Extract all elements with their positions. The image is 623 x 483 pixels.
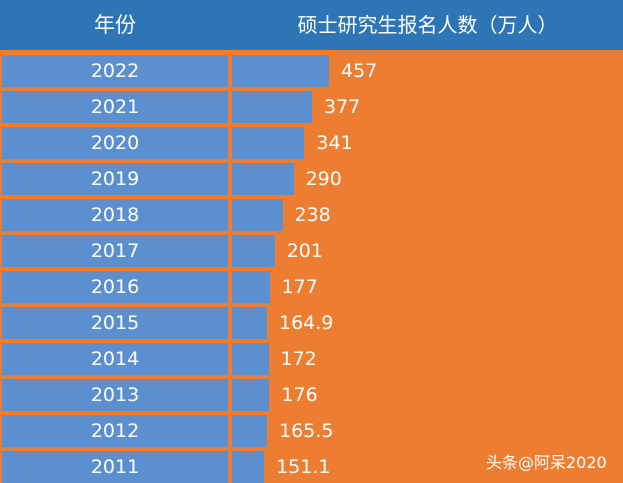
value-label-2019: 290 (305, 168, 342, 190)
year-cell: 2020 (2, 127, 228, 159)
value-label-2017: 201 (286, 240, 323, 262)
bar-2018 (232, 199, 283, 231)
bar-2013 (232, 379, 270, 411)
year-column-header: 年份 (94, 13, 136, 37)
bar-2015 (232, 307, 267, 339)
year-cell: 2012 (2, 415, 228, 447)
year-cell: 2022 (2, 55, 228, 87)
value-label-2016: 177 (281, 276, 318, 298)
year-cell: 2013 (2, 379, 228, 411)
bar-2021 (232, 91, 312, 123)
value-label-2012: 165.5 (279, 420, 334, 442)
bar-2020 (232, 127, 305, 159)
value-label-2022: 457 (341, 60, 378, 82)
watermark: 头条@阿呆2020 (486, 453, 607, 472)
bar-2022 (232, 55, 329, 87)
year-cell: 2018 (2, 199, 228, 231)
year-cell: 2016 (2, 271, 228, 303)
table-header: 年份 硕士研究生报名人数（万人） (0, 0, 623, 50)
bar-2017 (232, 235, 275, 267)
year-cell: 2014 (2, 343, 228, 375)
year-cell: 2011 (2, 451, 228, 483)
bar-2011 (232, 451, 265, 483)
value-label-2014: 172 (280, 348, 317, 370)
value-label-2015: 164.9 (279, 312, 334, 334)
bar-2016 (232, 271, 270, 303)
value-label-2013: 176 (281, 384, 318, 406)
value-label-2018: 238 (294, 204, 331, 226)
year-cell: 2021 (2, 91, 228, 123)
value-label-2011: 151.1 (276, 456, 331, 478)
value-label-2020: 341 (316, 132, 353, 154)
year-cell: 2017 (2, 235, 228, 267)
value-label-2021: 377 (324, 96, 361, 118)
bar-2012 (232, 415, 268, 447)
year-cell: 2019 (2, 163, 228, 195)
year-cell: 2015 (2, 307, 228, 339)
bar-2019 (232, 163, 294, 195)
bar-2014 (232, 343, 269, 375)
value-column-header: 硕士研究生报名人数（万人） (297, 13, 558, 37)
